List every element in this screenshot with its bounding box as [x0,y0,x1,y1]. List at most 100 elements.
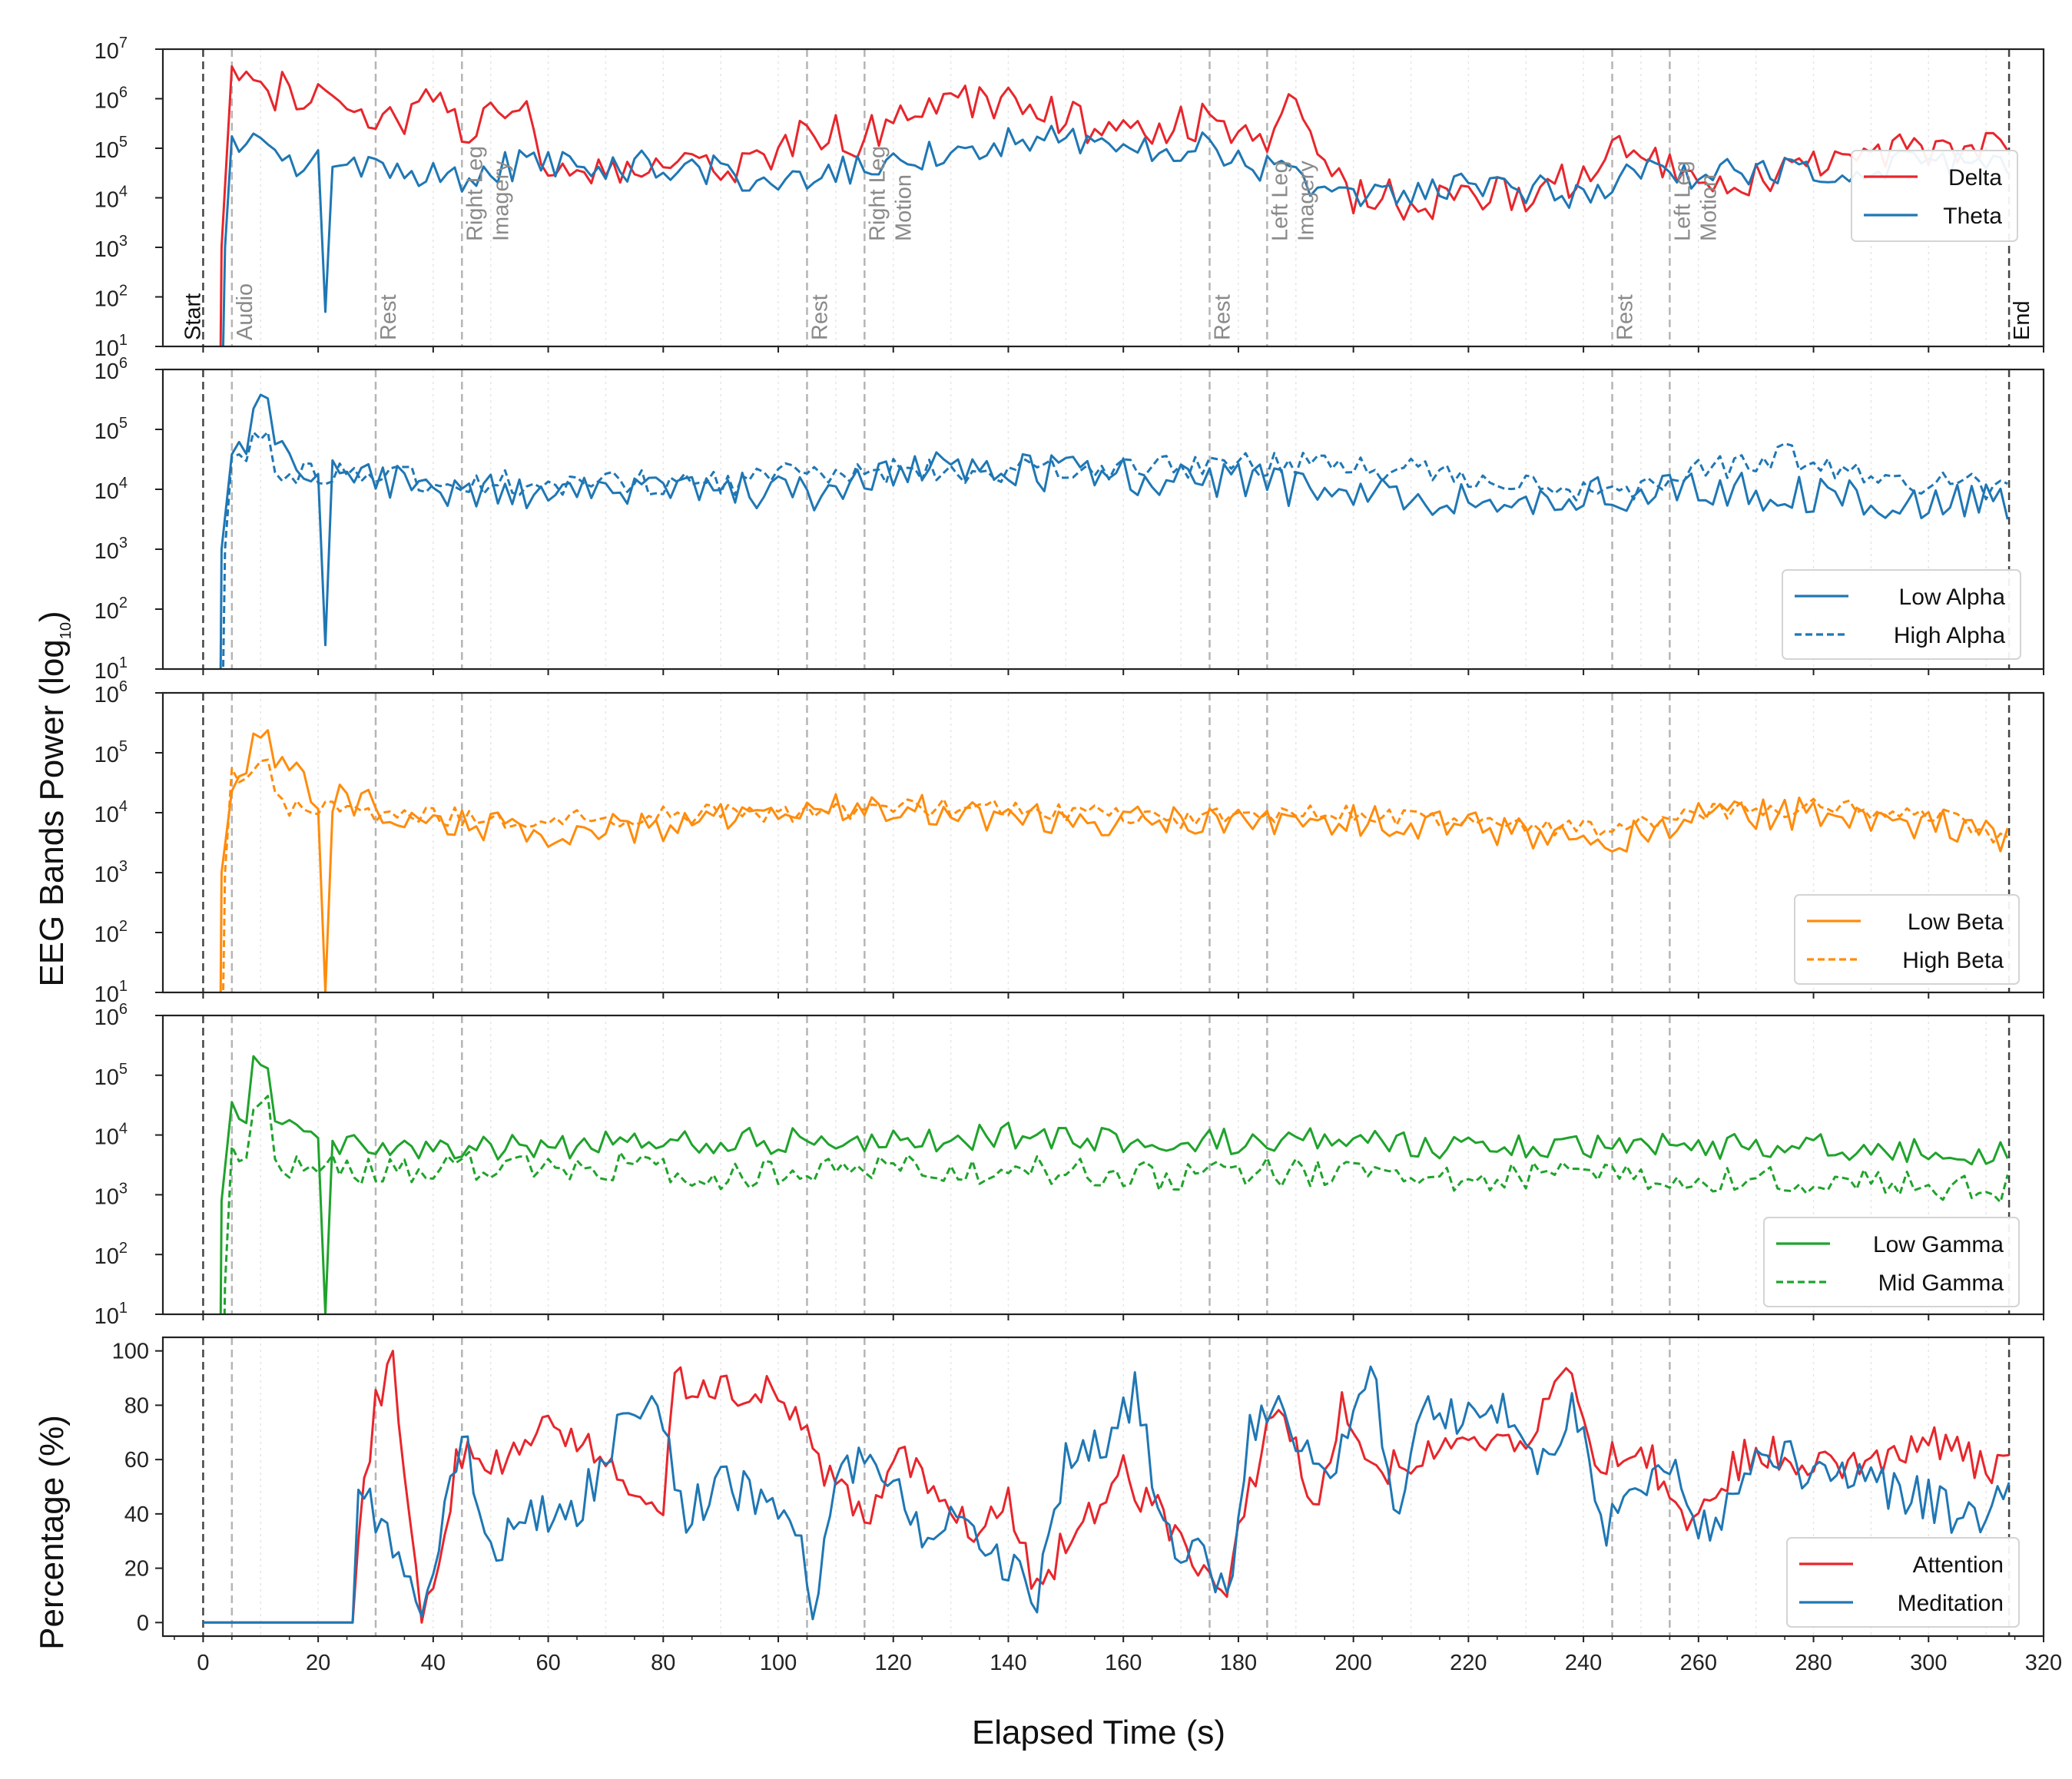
y-tick-label: 105 [94,134,128,163]
legend-box [1794,894,2020,985]
y-tick-exponent: 3 [119,1180,128,1197]
y-tick-exponent: 6 [119,355,128,372]
y-tick-exponent: 4 [119,184,128,200]
x-tick-label: 220 [1450,1651,1487,1675]
y-tick-exponent: 4 [119,475,128,492]
x-tick-label: 20 [306,1651,330,1675]
y-tick-label: 20 [124,1557,149,1582]
y-tick-exponent: 2 [119,283,128,300]
y-tick-label: 106 [94,355,128,384]
x-tick-label: 40 [421,1651,446,1675]
legend-label: Attention [1913,1552,2004,1578]
x-tick-label: 180 [1220,1651,1257,1675]
y-tick-label: 102 [94,283,128,312]
y-tick-label: 105 [94,1061,128,1090]
y-tick-exponent: 1 [119,1300,128,1317]
series-line-mid-gamma [223,1095,2009,1314]
y-tick-exponent: 4 [119,798,128,815]
y-tick-label: 60 [124,1448,149,1473]
y-tick-exponent: 1 [119,332,128,349]
y-tick-exponent: 5 [119,134,128,151]
phase-label: End [2010,300,2034,340]
series-line-high-beta [221,758,2008,992]
phase-label-line2: Imagery [489,161,513,241]
y-axis-title-percentage: Percentage (%) [33,1415,71,1650]
legend-box [1782,569,2021,660]
legend-label: Low Gamma [1873,1232,2004,1257]
y-tick-label: 100 [112,1340,149,1364]
x-tick-label: 260 [1680,1651,1717,1675]
legend-label: Mid Gamma [1878,1270,2004,1296]
legend-delta-theta: Delta Theta [1851,150,2018,242]
phase-label: Rest [1210,294,1235,340]
y-tick-label: 0 [137,1611,149,1635]
y-tick-exponent: 2 [119,918,128,935]
x-tick-label: 280 [1795,1651,1832,1675]
panel-percentage: 0 20 40 60 80 100 0 20 40 60 80 100 120 140 160 180 200 2… [112,1336,2062,1675]
legend-label: Delta [1948,165,2002,190]
x-tick-label: 300 [1910,1651,1947,1675]
series-line-delta [219,65,2009,346]
phase-label: Right Leg [462,146,487,241]
legend-label: Theta [1943,204,2002,229]
phase-label-line2: Motion [1696,174,1721,241]
y-tick-exponent: 6 [119,678,128,695]
x-tick-label: 240 [1565,1651,1602,1675]
legend-box [1786,1537,2020,1628]
phase-label: Start [181,293,205,340]
legend-label: High Beta [1902,948,2004,973]
y-tick-label: 103 [94,233,128,262]
y-axis-title-power: EEG Bands Power (log10) [33,611,75,986]
y-tick-exponent: 1 [119,978,128,995]
y-tick-label: 101 [94,654,128,684]
axes-frame [161,48,2045,348]
axes-frame [161,1336,2045,1638]
legend-gamma: Low Gamma Mid Gamma [1763,1217,2020,1307]
y-tick-label: 102 [94,595,128,624]
x-tick-label: 60 [535,1651,560,1675]
legend-label: Low Beta [1908,909,2004,935]
series-line-meditation [203,1365,2011,1624]
legend-label: High Alpha [1894,623,2005,648]
y-tick-exponent: 2 [119,1240,128,1257]
phase-label: Rest [1613,294,1638,340]
x-tick-label: 120 [875,1651,912,1675]
x-axis-title: Elapsed Time (s) [972,1714,1225,1751]
x-tick-label: 200 [1334,1651,1371,1675]
x-tick-label: 140 [990,1651,1026,1675]
legend-percentage: Attention Meditation [1786,1537,2020,1628]
y-tick-exponent: 2 [119,595,128,611]
y-tick-label: 103 [94,858,128,887]
legend-box [1851,150,2018,242]
phase-label: Rest [807,294,832,340]
y-tick-exponent: 4 [119,1121,128,1138]
y-tick-exponent: 3 [119,233,128,250]
y-tick-label: 103 [94,535,128,564]
y-axis-title-close: ) [33,611,71,622]
y-tick-label: 80 [124,1393,149,1418]
phase-label-line2: Motion [891,174,916,241]
y-tick-label: 40 [124,1502,149,1527]
y-tick-label: 104 [94,1121,128,1150]
y-tick-label: 106 [94,84,128,114]
x-tick-label: 80 [651,1651,675,1675]
x-tick-label: 0 [197,1651,209,1675]
series-line-high-alpha [221,430,2008,669]
y-tick-exponent: 5 [119,1061,128,1078]
series-line-theta [222,124,2009,346]
y-tick-label: 106 [94,1001,128,1030]
phase-label-line2: Imagery [1294,161,1318,241]
y-tick-label: 102 [94,1240,128,1269]
x-tick-label: 100 [760,1651,797,1675]
y-tick-label: 103 [94,1180,128,1209]
y-tick-label: 104 [94,475,128,504]
legend-label: Low Alpha [1899,585,2006,610]
y-tick-exponent: 6 [119,84,128,101]
y-axis-title-subscript: 10 [58,622,75,639]
legend-label: Meditation [1898,1591,2004,1616]
series-line-low-alpha [219,393,2009,669]
y-tick-label: 104 [94,184,128,213]
x-tick-label: 160 [1105,1651,1142,1675]
